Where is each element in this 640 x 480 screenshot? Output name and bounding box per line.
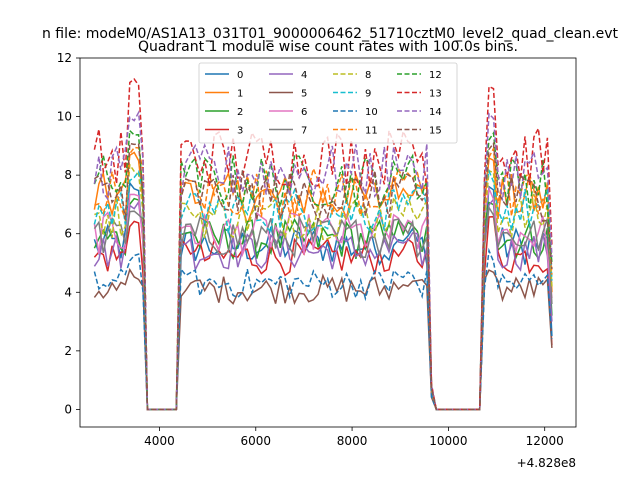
legend-label-15: 15 xyxy=(429,126,442,137)
legend-box xyxy=(198,62,458,144)
y-tick-label: 8 xyxy=(64,168,72,182)
x-tick-label: 10000 xyxy=(429,434,467,448)
legend-label-2: 2 xyxy=(237,107,243,118)
legend-label-0: 0 xyxy=(237,70,243,81)
legend-label-12: 12 xyxy=(429,70,442,81)
x-axis: 4000 6000 8000 10000 12000 xyxy=(144,427,564,448)
y-tick-label: 4 xyxy=(64,285,72,299)
y-tick-label: 2 xyxy=(64,344,72,358)
y-tick-label: 10 xyxy=(57,110,72,124)
legend-label-13: 13 xyxy=(429,89,442,100)
chart-title: Quadrant 1 module wise count rates with … xyxy=(138,39,518,55)
y-axis: 0 2 4 6 8 10 12 xyxy=(57,51,80,416)
legend-label-4: 4 xyxy=(301,70,307,81)
legend-label-5: 5 xyxy=(301,89,307,100)
legend-label-10: 10 xyxy=(365,107,378,118)
legend-label-7: 7 xyxy=(301,126,307,137)
legend-label-14: 14 xyxy=(429,107,442,118)
x-tick-label: 12000 xyxy=(526,434,564,448)
x-offset-label: +4.828e8 xyxy=(517,456,576,470)
plot-frame xyxy=(79,57,577,428)
legend-label-8: 8 xyxy=(365,70,371,81)
y-tick-label: 12 xyxy=(57,51,72,65)
legend-label-3: 3 xyxy=(237,126,243,137)
legend-label-1: 1 xyxy=(237,89,243,100)
legend-label-9: 9 xyxy=(365,89,371,100)
x-tick-label: 8000 xyxy=(337,434,368,448)
legend-label-6: 6 xyxy=(301,107,307,118)
x-tick-label: 6000 xyxy=(240,434,271,448)
x-tick-label: 4000 xyxy=(144,434,175,448)
figure-title: n file: modeM0/AS1A13_031T01_9000006462_… xyxy=(42,26,619,42)
plot-lines xyxy=(93,78,553,411)
legend-label-11: 11 xyxy=(365,126,378,137)
y-tick-label: 0 xyxy=(64,402,72,416)
y-tick-label: 6 xyxy=(64,227,72,241)
series-line-15 xyxy=(93,141,553,411)
